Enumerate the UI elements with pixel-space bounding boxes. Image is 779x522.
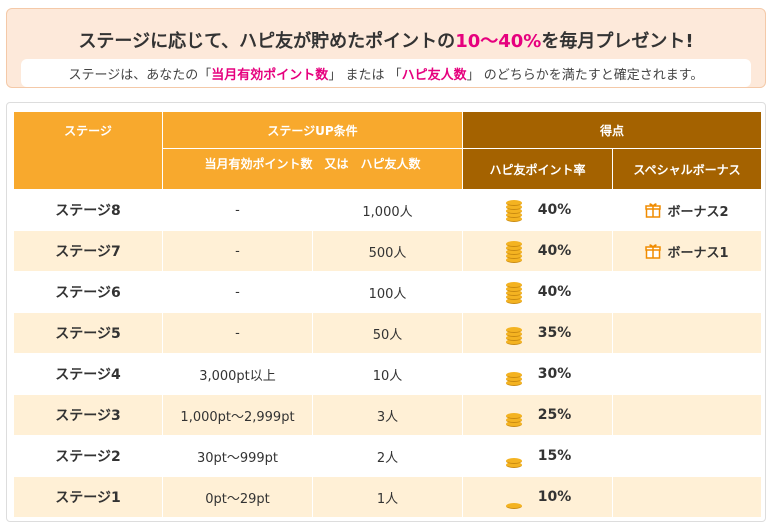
rate-cell: 30% (462, 353, 613, 395)
coin-stack-icon (504, 281, 524, 304)
rate-value: 40% (537, 202, 572, 218)
bonus-cell (611, 476, 763, 518)
header-stage: ステージ (13, 111, 163, 190)
stage-cell: ステージ2 (13, 435, 163, 477)
coin-stack-icon (504, 199, 524, 222)
rate-value: 35% (537, 325, 572, 341)
coin-stack-icon (504, 363, 524, 386)
header-conditions: ステージUP条件 (162, 111, 463, 149)
rate-cell: 40% (462, 189, 613, 231)
stage-cell: ステージ7 (13, 230, 163, 272)
points-cell: 0pt～29pt (162, 476, 313, 518)
banner-title: ステージに応じて、ハピ友が貯めたポイントの10～40%を毎月プレゼント! (7, 27, 765, 53)
stage-cell: ステージ6 (13, 271, 163, 313)
stage-cell: ステージ1 (13, 476, 163, 518)
rate-value: 15% (537, 448, 572, 464)
header-condition-detail: 当月有効ポイント数 又は ハピ友人数 (162, 148, 463, 190)
points-cell: - (162, 230, 313, 272)
table-row: ステージ6-100人 40% (13, 271, 763, 313)
bonus-label: ボーナス1 (667, 245, 729, 261)
stage-cell: ステージ3 (13, 394, 163, 436)
note-prefix: ステージは、あなたの「 (68, 67, 212, 83)
coin-stack-icon (504, 322, 524, 345)
rate-cell: 40% (462, 271, 613, 313)
stage-table: ステージ ステージUP条件 得点 当月有効ポイント数 又は ハピ友人数 ハピ友ポ… (13, 111, 763, 518)
bonus-cell (611, 271, 763, 313)
rate-cell: 25% (462, 394, 613, 436)
gift-icon (645, 203, 662, 218)
bonus-cell (611, 353, 763, 395)
points-cell: 30pt～999pt (162, 435, 313, 477)
friends-cell: 50人 (312, 312, 463, 354)
note-highlight-points: 当月有効ポイント数 (211, 67, 329, 83)
points-cell: 1,000pt～2,999pt (162, 394, 313, 436)
header-rate: ハピ友ポイント率 (462, 148, 613, 190)
stage-cell: ステージ8 (13, 189, 163, 231)
note-mid: 」 または 「 (328, 67, 402, 83)
rate-cell: 40% (462, 230, 613, 272)
rate-value: 30% (537, 366, 572, 382)
coin-stack-icon (504, 240, 524, 263)
note-suffix: 」 のどちらかを満たすと確定されます。 (466, 67, 704, 83)
friends-cell: 500人 (312, 230, 463, 272)
table-row: ステージ4 3,000pt以上 10人 30% (13, 353, 763, 395)
friends-cell: 1人 (312, 476, 463, 518)
coin-stack-icon (504, 404, 524, 427)
note-highlight-friends: ハピ友人数 (401, 67, 467, 83)
points-cell: - (162, 189, 313, 231)
friends-cell: 10人 (312, 353, 463, 395)
bonus-cell (611, 312, 763, 354)
friends-cell: 3人 (312, 394, 463, 436)
rate-cell: 15% (462, 435, 613, 477)
table-row: ステージ3 1,000pt～2,999pt 3人 25% (13, 394, 763, 436)
points-cell: - (162, 312, 313, 354)
banner-title-prefix: ステージに応じて、ハピ友が貯めたポイントの (78, 31, 456, 52)
banner-note: ステージは、あなたの「 当月有効ポイント数」 または 「ハピ友人数」 のどちらかを… (21, 59, 751, 87)
rate-value: 40% (537, 284, 572, 300)
banner-title-highlight: 10～40% (455, 31, 542, 52)
points-cell: - (162, 271, 313, 313)
table-row: ステージ1 0pt～29pt 1人 10% (13, 476, 763, 518)
rate-value: 10% (537, 489, 572, 505)
rate-value: 25% (537, 407, 572, 423)
table-row: ステージ5-50人 35% (13, 312, 763, 354)
rate-cell: 35% (462, 312, 613, 354)
stage-cell: ステージ5 (13, 312, 163, 354)
gift-icon (645, 244, 662, 259)
points-cell: 3,000pt以上 (162, 353, 313, 395)
rate-cell: 10% (462, 476, 613, 518)
stage-cell: ステージ4 (13, 353, 163, 395)
header-special: スペシャルボーナス (611, 148, 763, 190)
info-banner: ステージに応じて、ハピ友が貯めたポイントの10～40%を毎月プレゼント! ステー… (6, 8, 766, 88)
table-row: ステージ8-1,000人 40% ボーナス2 (13, 189, 763, 231)
table-row: ステージ2 30pt～999pt 2人 15% (13, 435, 763, 477)
bonus-cell: ボーナス1 (611, 230, 763, 272)
header-score: 得点 (461, 111, 763, 149)
bonus-cell: ボーナス2 (611, 189, 763, 231)
coin-stack-icon (504, 445, 524, 468)
banner-title-suffix: を毎月プレゼント! (541, 31, 694, 52)
friends-cell: 1,000人 (312, 189, 463, 231)
friends-cell: 100人 (312, 271, 463, 313)
rate-value: 40% (537, 243, 572, 259)
bonus-label: ボーナス2 (667, 204, 729, 220)
friends-cell: 2人 (312, 435, 463, 477)
bonus-cell (611, 394, 763, 436)
table-row: ステージ7-500人 40% ボーナス1 (13, 230, 763, 272)
bonus-cell (611, 435, 763, 477)
